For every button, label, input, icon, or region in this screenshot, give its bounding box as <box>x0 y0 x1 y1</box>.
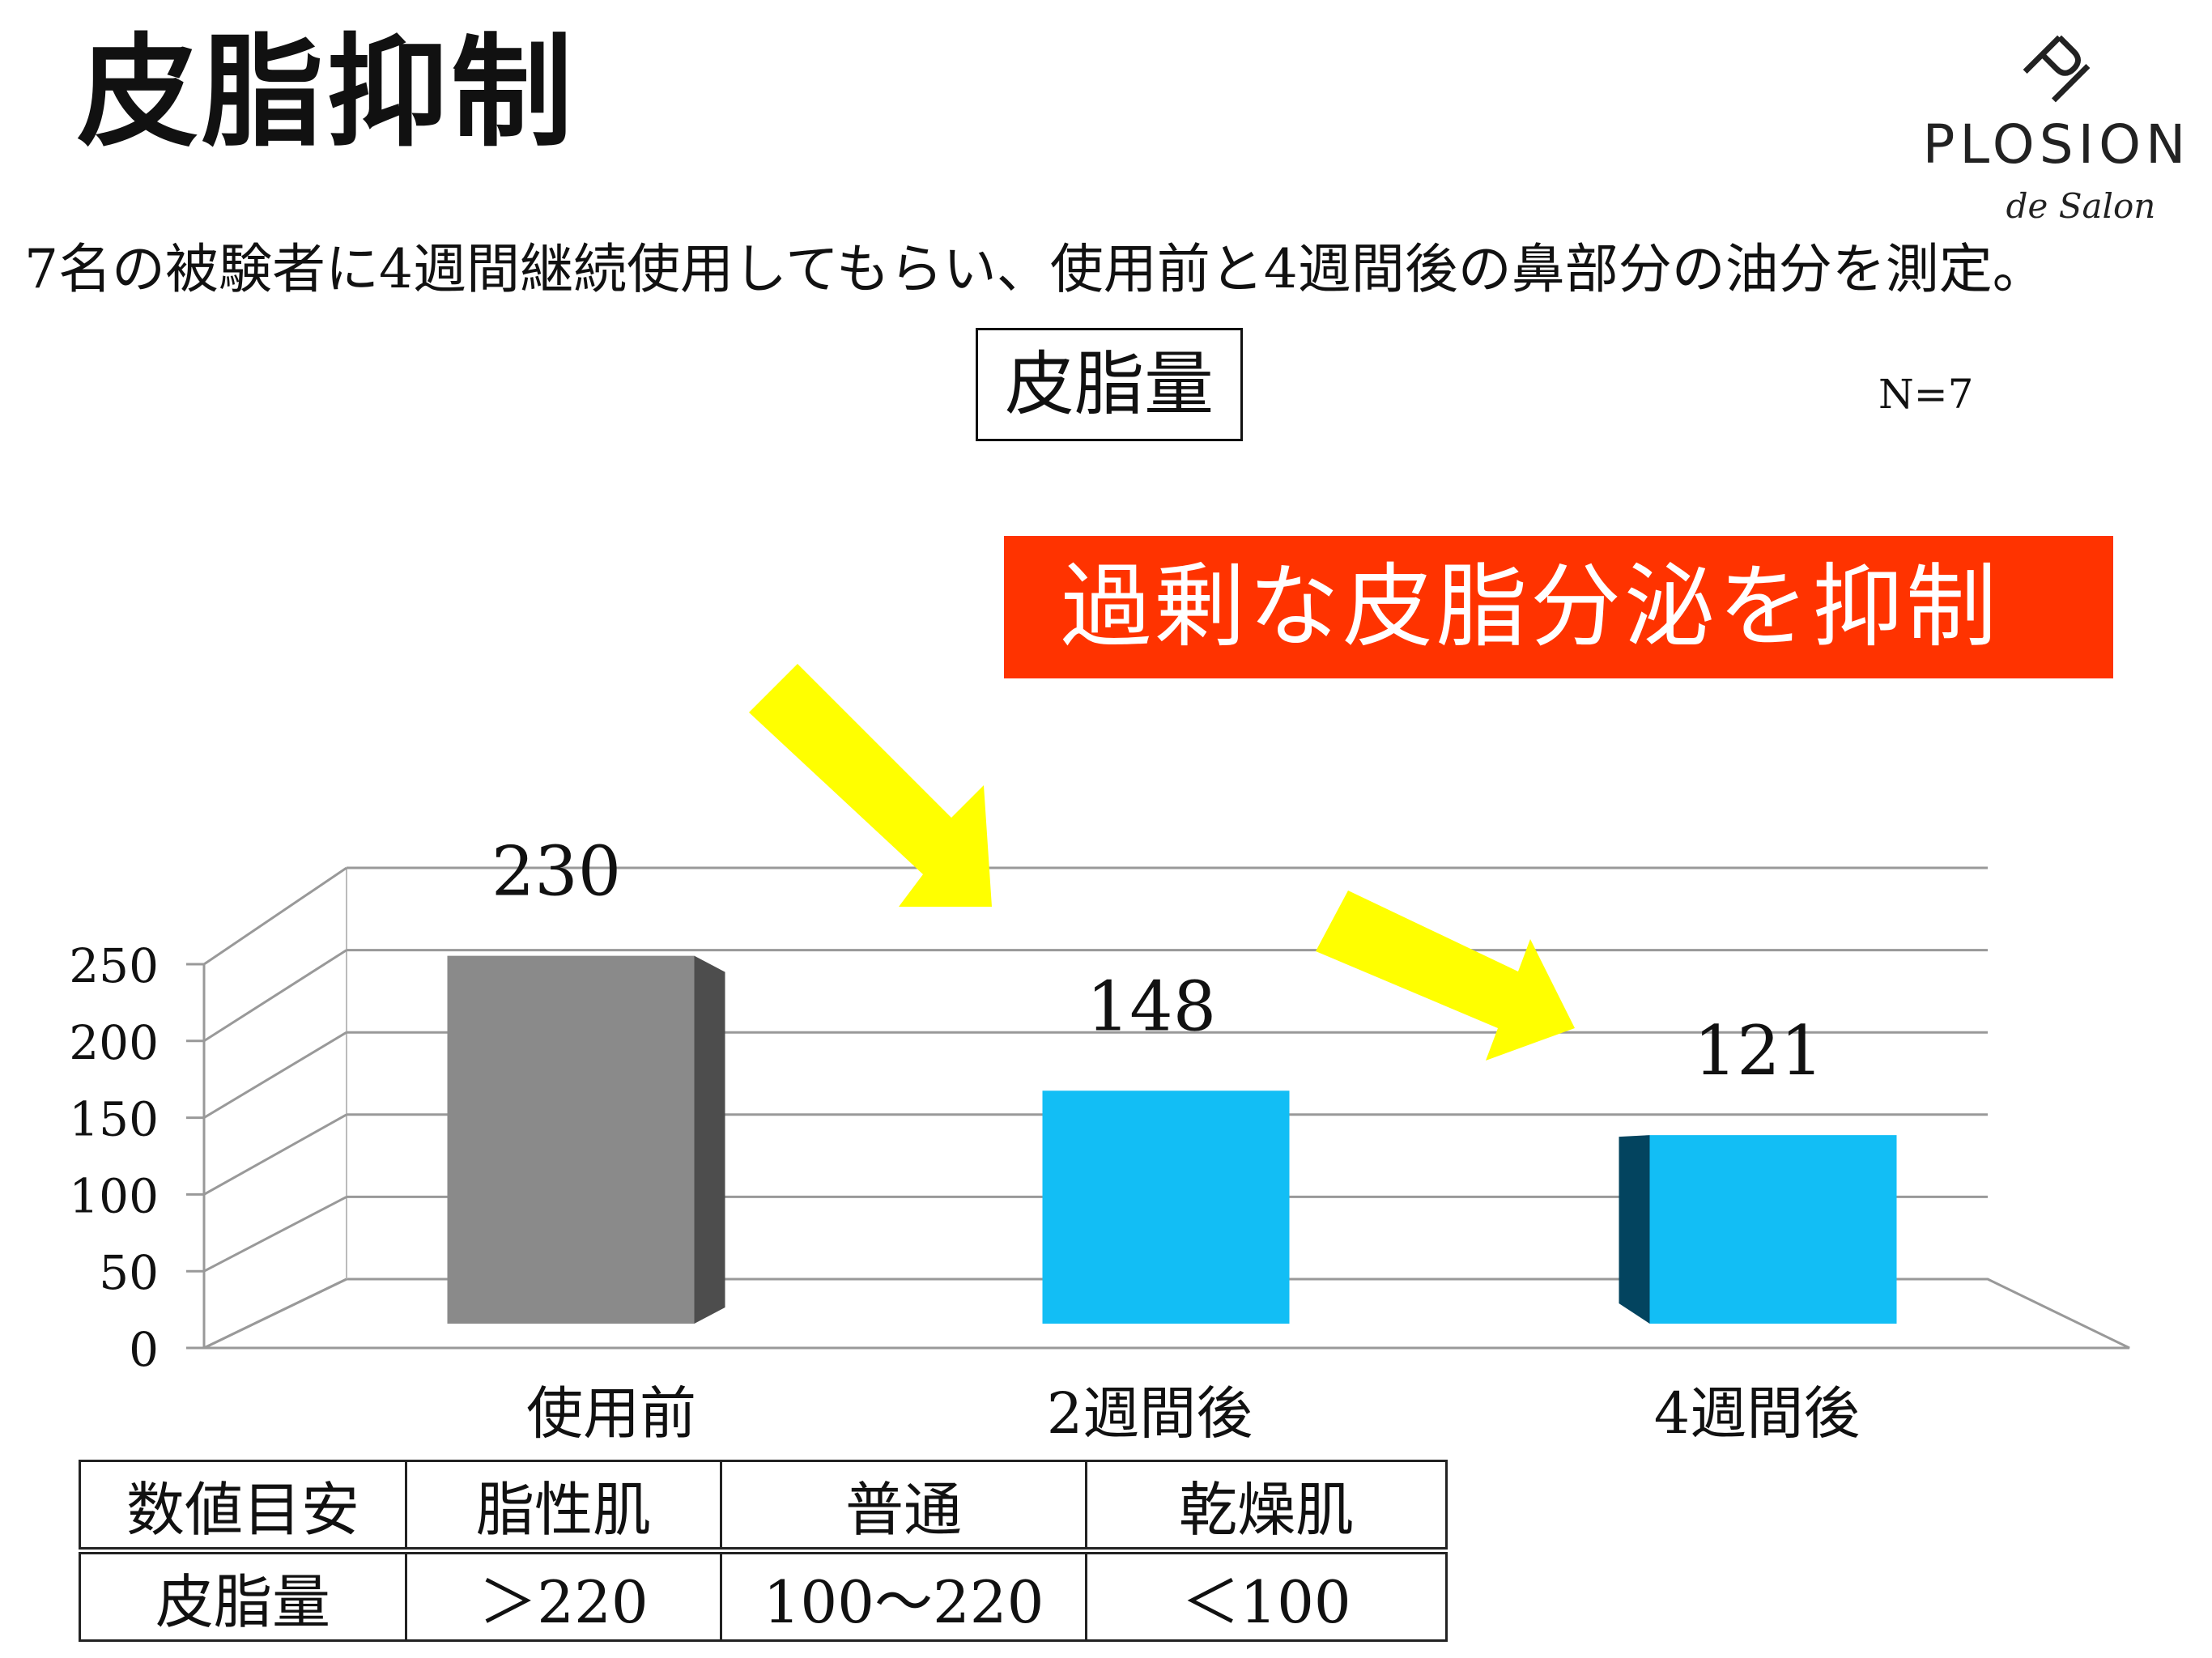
bar <box>1649 1135 1897 1324</box>
table-cell: 100～220 <box>720 1550 1087 1642</box>
x-tick-label: 使用前 <box>526 1380 696 1447</box>
y-tick-label: 150 <box>69 1092 159 1147</box>
table-cell: 乾燥肌 <box>1085 1460 1448 1554</box>
x-tick-label: 4週間後 <box>1654 1380 1861 1447</box>
table-cell: 普通 <box>720 1460 1087 1554</box>
data-label: 121 <box>1694 1011 1823 1090</box>
bar-side <box>694 955 725 1324</box>
down-arrow-1 <box>749 664 992 907</box>
bar <box>1042 1090 1290 1324</box>
gridline-diagonal <box>203 1196 347 1273</box>
data-label: 148 <box>1087 967 1216 1046</box>
reference-table: 数値目安 脂性肌 普通 乾燥肌 皮脂量 ＞220 100～220 ＜100 <box>79 1460 1448 1642</box>
bar-side <box>1619 1135 1650 1324</box>
table-header-row: 数値目安 脂性肌 普通 乾燥肌 <box>79 1460 1448 1554</box>
logo-emblem-icon <box>2023 35 2091 103</box>
y-tick-label: 0 <box>129 1322 159 1377</box>
gridline-diagonal <box>203 1113 347 1196</box>
y-tick-label: 100 <box>69 1168 159 1223</box>
chart-bars <box>447 955 1897 1324</box>
logo-tagline: de Salon <box>2006 186 2156 226</box>
x-tick-label: 2週間後 <box>1047 1380 1253 1447</box>
table-cell: ＞220 <box>405 1550 722 1642</box>
page-subtitle: 7名の被験者に4週間継続使用してもらい、使用前と4週間後の鼻部分の油分を測定。 <box>24 238 2046 300</box>
gridline-diagonal <box>203 1031 347 1119</box>
y-tick-label: 200 <box>69 1015 159 1070</box>
gridline-diagonal <box>203 866 347 966</box>
logo-wordmark: PLOSION <box>1922 113 2191 176</box>
bar <box>447 955 695 1324</box>
table-cell: 脂性肌 <box>405 1460 722 1554</box>
gridline-diagonal <box>203 1278 347 1350</box>
y-tick-label: 50 <box>99 1245 159 1300</box>
page-title: 皮脂抑制 <box>77 23 576 164</box>
y-tick-label: 250 <box>69 938 159 993</box>
highlight-callout: 過剰な皮脂分泌を抑制 <box>1004 536 2113 678</box>
sebum-bar-chart: 0 50 100 150 200 250 230 使用前 148 2週間後 121 4週間後 <box>69 664 2130 1447</box>
chart-labels: 0 50 100 150 200 250 230 使用前 148 2週間後 121 4週間後 <box>69 832 1860 1447</box>
table-cell: ＜100 <box>1085 1550 1448 1642</box>
table-row: 皮脂量 ＞220 100～220 ＜100 <box>79 1550 1448 1642</box>
brand-logo: PLOSION de Salon <box>1919 24 2194 235</box>
chart-title: 皮脂量 <box>976 328 1243 441</box>
down-arrow-2 <box>1316 891 1575 1061</box>
data-label: 230 <box>491 832 621 912</box>
gridline-diagonal <box>203 949 347 1043</box>
sample-size-label: N=7 <box>1878 371 1974 418</box>
trend-arrows <box>749 664 1575 1061</box>
table-cell: 皮脂量 <box>79 1550 407 1642</box>
table-cell: 数値目安 <box>79 1460 407 1554</box>
